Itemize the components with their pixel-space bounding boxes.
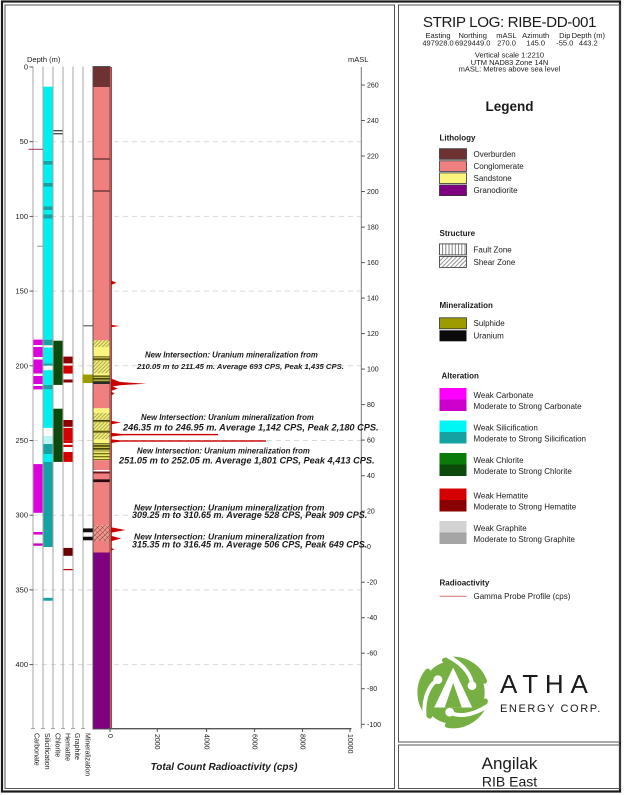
svg-text:Alteration: Alteration	[442, 371, 479, 380]
svg-text:Northing: Northing	[459, 31, 487, 40]
svg-text:80: 80	[367, 402, 375, 409]
svg-text:-40: -40	[367, 615, 377, 622]
svg-text:200: 200	[367, 189, 379, 196]
svg-text:Shear Zone: Shear Zone	[474, 258, 516, 267]
svg-text:315.35 m to 316.45 m. Average: 315.35 m to 316.45 m. Average 506 CPS, P…	[132, 539, 367, 549]
svg-text:6929449.0: 6929449.0	[455, 39, 490, 48]
svg-text:350: 350	[15, 585, 28, 594]
svg-text:mASL: Metres above sea level: mASL: Metres above sea level	[459, 65, 561, 74]
svg-text:Silicification: Silicification	[43, 733, 50, 770]
svg-text:Weak Hematite: Weak Hematite	[474, 492, 529, 501]
svg-text:309.25 m to 310.65 m. Average: 309.25 m to 310.65 m. Average 528 CPS, P…	[132, 510, 367, 520]
svg-text:0: 0	[367, 544, 371, 551]
svg-text:Weak Chlorite: Weak Chlorite	[474, 456, 525, 465]
svg-text:Depth (m): Depth (m)	[27, 55, 61, 64]
svg-text:60: 60	[367, 438, 375, 445]
svg-text:Azimuth: Azimuth	[522, 31, 549, 40]
svg-text:Weak Graphite: Weak Graphite	[474, 524, 528, 533]
svg-text:Granodiorite: Granodiorite	[474, 186, 519, 195]
svg-text:New Intersection: Uranium mine: New Intersection: Uranium mineralization…	[145, 351, 318, 360]
svg-text:-55.0: -55.0	[556, 39, 573, 48]
svg-text:Mineralization: Mineralization	[440, 301, 493, 310]
svg-text:180: 180	[367, 225, 379, 232]
svg-text:210.05 m to 211.45 m. Average: 210.05 m to 211.45 m. Average 693 CPS, P…	[136, 362, 344, 371]
svg-text:Lithology: Lithology	[440, 134, 477, 143]
svg-text:-80: -80	[367, 686, 377, 693]
svg-text:Conglomerate: Conglomerate	[474, 162, 525, 171]
svg-text:mASL: mASL	[348, 55, 368, 64]
svg-text:Angilak: Angilak	[482, 754, 538, 773]
svg-text:ENERGY CORP.: ENERGY CORP.	[500, 703, 602, 715]
svg-text:Overburden: Overburden	[474, 150, 516, 159]
svg-text:2000: 2000	[153, 734, 160, 750]
svg-text:200: 200	[15, 361, 28, 370]
svg-text:20: 20	[367, 509, 375, 516]
svg-text:UTM NAD83 Zone 14N: UTM NAD83 Zone 14N	[471, 58, 549, 67]
svg-text:40: 40	[367, 473, 375, 480]
svg-text:50: 50	[20, 137, 28, 146]
svg-text:Hematite: Hematite	[63, 733, 70, 761]
svg-text:Moderate to Strong Graphite: Moderate to Strong Graphite	[474, 535, 576, 544]
svg-text:0: 0	[106, 734, 113, 738]
svg-text:New Intersection: Uranium mine: New Intersection: Uranium mineralization…	[137, 446, 310, 455]
svg-text:220: 220	[367, 154, 379, 161]
svg-text:Moderate to Strong Silicificat: Moderate to Strong Silicification	[474, 434, 587, 443]
svg-text:270.0: 270.0	[497, 39, 516, 48]
svg-text:4000: 4000	[202, 734, 209, 750]
svg-text:246.35 m to 246.95 m. Average: 246.35 m to 246.95 m. Average 1,142 CPS,…	[122, 422, 379, 432]
svg-text:Total Count Radioactivity (cps: Total Count Radioactivity (cps)	[151, 762, 299, 773]
svg-text:251.05 m to 252.05 m. Average: 251.05 m to 252.05 m. Average 1,801 CPS,…	[118, 456, 375, 466]
svg-text:497928.0: 497928.0	[422, 39, 453, 48]
svg-text:RIB East: RIB East	[482, 774, 537, 790]
svg-text:100: 100	[15, 212, 28, 221]
svg-text:0: 0	[24, 63, 28, 72]
svg-text:Depth (m): Depth (m)	[572, 31, 606, 40]
svg-text:Mineralization: Mineralization	[83, 733, 90, 776]
svg-text:Sandstone: Sandstone	[474, 174, 513, 183]
svg-text:Moderate to Strong Hematite: Moderate to Strong Hematite	[474, 502, 577, 511]
svg-text:-60: -60	[367, 651, 377, 658]
svg-text:-100: -100	[367, 722, 381, 729]
svg-text:100: 100	[367, 367, 379, 374]
svg-text:Moderate to Strong Carbonate: Moderate to Strong Carbonate	[474, 402, 583, 411]
svg-text:Structure: Structure	[440, 229, 476, 238]
svg-text:ATHA: ATHA	[500, 669, 595, 699]
svg-text:Graphite: Graphite	[73, 733, 80, 760]
svg-text:Weak Carbonate: Weak Carbonate	[474, 391, 534, 400]
svg-text:Legend: Legend	[485, 99, 533, 114]
svg-text:Uranium: Uranium	[474, 332, 505, 341]
svg-text:10000: 10000	[346, 734, 353, 754]
svg-text:Dip: Dip	[559, 31, 570, 40]
svg-text:Chlorite: Chlorite	[53, 733, 60, 757]
svg-text:Vertical scale 1:2210: Vertical scale 1:2210	[475, 51, 544, 60]
svg-text:Radioactivity: Radioactivity	[440, 578, 490, 587]
svg-text:Gamma Probe Profile (cps): Gamma Probe Profile (cps)	[474, 592, 571, 601]
svg-text:STRIP LOG: RIBE-DD-001: STRIP LOG: RIBE-DD-001	[423, 14, 596, 31]
svg-text:mASL: mASL	[496, 31, 516, 40]
svg-text:New Intersection: Uranium mine: New Intersection: Uranium mineralization…	[141, 413, 314, 422]
svg-text:Moderate to Strong Chlorite: Moderate to Strong Chlorite	[474, 467, 573, 476]
svg-text:150: 150	[15, 287, 28, 296]
svg-text:-20: -20	[367, 580, 377, 587]
svg-text:140: 140	[367, 296, 379, 303]
svg-text:160: 160	[367, 260, 379, 267]
svg-text:Fault Zone: Fault Zone	[474, 245, 513, 254]
svg-text:Carbonate: Carbonate	[33, 733, 40, 766]
svg-text:Sulphide: Sulphide	[474, 319, 506, 328]
svg-text:120: 120	[367, 331, 379, 338]
svg-text:6000: 6000	[250, 734, 257, 750]
svg-text:250: 250	[15, 436, 28, 445]
svg-text:240: 240	[367, 118, 379, 125]
svg-text:443.2: 443.2	[579, 39, 598, 48]
svg-text:300: 300	[15, 511, 28, 520]
svg-text:145.0: 145.0	[526, 39, 545, 48]
svg-text:New Intersection: Uranium mine: New Intersection: Uranium mineralization…	[134, 502, 325, 512]
svg-text:400: 400	[15, 660, 28, 669]
svg-text:New Intersection: Uranium mine: New Intersection: Uranium mineralization…	[134, 532, 325, 542]
svg-text:Easting: Easting	[425, 31, 450, 40]
svg-text:Weak Silicification: Weak Silicification	[474, 424, 538, 433]
svg-text:8000: 8000	[298, 734, 305, 750]
svg-text:260: 260	[367, 83, 379, 90]
